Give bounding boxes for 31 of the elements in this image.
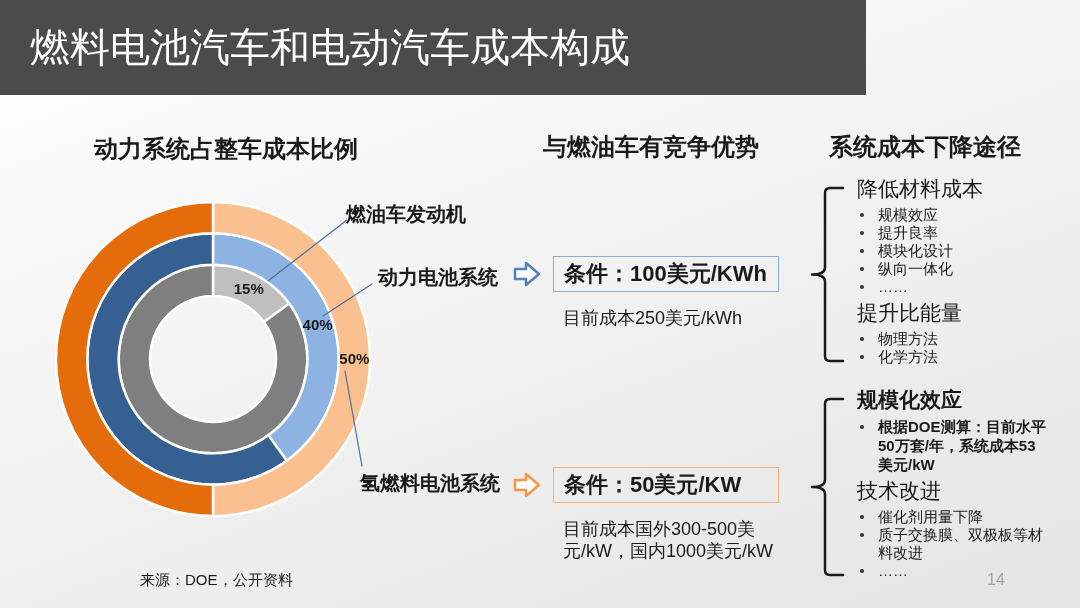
text: 纵向一体化 — [878, 260, 954, 278]
text: 规模化效应 — [857, 387, 962, 413]
text: 提升良率 — [878, 224, 939, 242]
data-label: 15% — [233, 279, 264, 297]
text: 根据DOE测算：目前水平50万套/年，系统成本53美元/kW — [878, 417, 1047, 474]
text: 条件：50美元/KW — [553, 467, 779, 503]
text: 物理方法 — [878, 330, 939, 348]
text: 技术改进 — [857, 478, 941, 504]
text: …… — [878, 278, 909, 296]
text: …… — [878, 562, 908, 579]
text: 提升比能量 — [857, 300, 962, 326]
text: 条件：100美元/KWh — [553, 256, 779, 292]
chart-subtitle: 动力系统占整车成本比例 — [92, 134, 359, 164]
text: 化学方法 — [878, 348, 939, 366]
text: 目前成本国外300-500美元/kW，国内1000美元/kW — [563, 518, 775, 562]
text: 系统成本下降途径 — [828, 133, 1022, 161]
source-note: 来源：DOE，公开资料 — [140, 570, 293, 590]
chart-title: 燃料电池汽车和电动汽车成本构成 — [30, 24, 630, 71]
text: 规模效应 — [878, 206, 939, 224]
text: 与燃油车有竞争优势 — [542, 133, 760, 161]
text: 降低材料成本 — [857, 176, 983, 202]
text: 目前成本250美元/kWh — [563, 307, 744, 329]
text: 模块化设计 — [878, 242, 954, 260]
text: 质子交换膜、双极板等材料改进 — [878, 526, 1044, 562]
data-label: 50% — [339, 350, 370, 367]
text: 催化剂用量下降 — [878, 508, 984, 526]
text: 14 — [987, 570, 1005, 590]
slice-label: 氢燃料电池系统 — [360, 471, 500, 495]
data-label: 40% — [302, 316, 333, 334]
slice-label: 燃油车发动机 — [346, 202, 466, 226]
slice-label: 动力电池系统 — [378, 265, 498, 289]
